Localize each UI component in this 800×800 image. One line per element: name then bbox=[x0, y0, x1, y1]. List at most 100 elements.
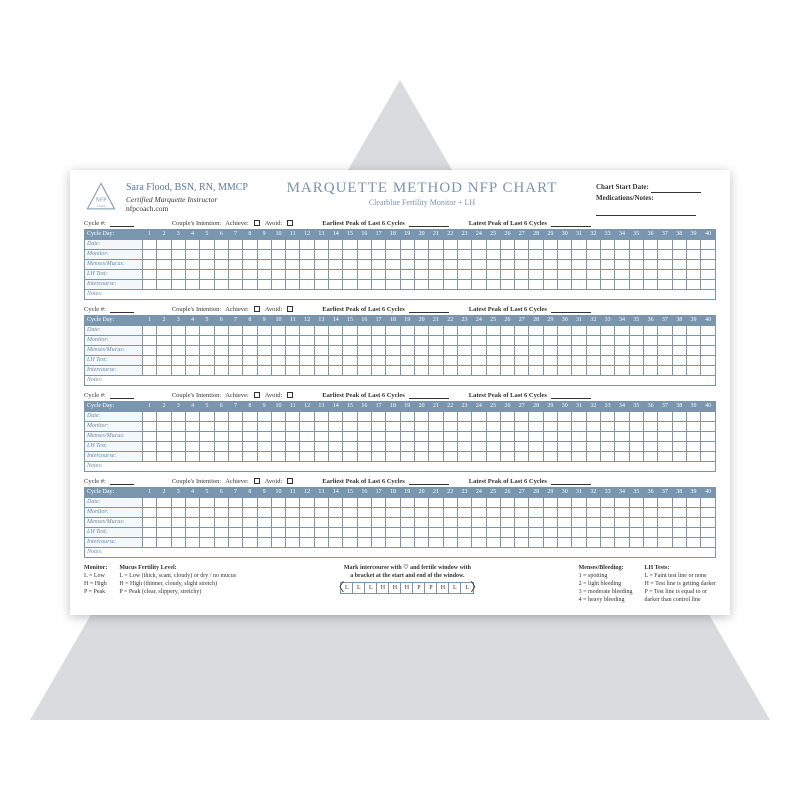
data-cell[interactable] bbox=[500, 537, 514, 547]
data-cell[interactable] bbox=[515, 365, 529, 375]
data-cell[interactable] bbox=[143, 259, 157, 269]
data-cell[interactable] bbox=[500, 365, 514, 375]
data-cell[interactable] bbox=[472, 345, 486, 355]
data-cell[interactable] bbox=[343, 239, 357, 249]
data-cell[interactable] bbox=[257, 431, 271, 441]
data-cell[interactable] bbox=[171, 249, 185, 259]
data-cell[interactable] bbox=[572, 537, 586, 547]
data-cell[interactable] bbox=[443, 527, 457, 537]
earliest-peak-field[interactable] bbox=[409, 478, 449, 485]
data-cell[interactable] bbox=[228, 269, 242, 279]
data-cell[interactable] bbox=[257, 345, 271, 355]
data-cell[interactable] bbox=[300, 441, 314, 451]
data-cell[interactable] bbox=[329, 527, 343, 537]
data-cell[interactable] bbox=[586, 259, 600, 269]
data-cell[interactable] bbox=[357, 335, 371, 345]
data-cell[interactable] bbox=[414, 269, 428, 279]
data-cell[interactable] bbox=[500, 345, 514, 355]
data-cell[interactable] bbox=[529, 239, 543, 249]
data-cell[interactable] bbox=[300, 507, 314, 517]
data-cell[interactable] bbox=[286, 441, 300, 451]
data-cell[interactable] bbox=[257, 411, 271, 421]
data-cell[interactable] bbox=[343, 517, 357, 527]
data-cell[interactable] bbox=[701, 365, 716, 375]
data-cell[interactable] bbox=[443, 365, 457, 375]
data-cell[interactable] bbox=[185, 365, 199, 375]
data-cell[interactable] bbox=[686, 239, 700, 249]
data-cell[interactable] bbox=[601, 431, 615, 441]
data-cell[interactable] bbox=[429, 345, 443, 355]
data-cell[interactable] bbox=[386, 249, 400, 259]
data-cell[interactable] bbox=[414, 431, 428, 441]
data-cell[interactable] bbox=[243, 527, 257, 537]
data-cell[interactable] bbox=[157, 365, 171, 375]
data-cell[interactable] bbox=[672, 279, 686, 289]
data-cell[interactable] bbox=[271, 279, 285, 289]
data-cell[interactable] bbox=[257, 527, 271, 537]
data-cell[interactable] bbox=[185, 279, 199, 289]
data-cell[interactable] bbox=[286, 239, 300, 249]
data-cell[interactable] bbox=[443, 355, 457, 365]
data-cell[interactable] bbox=[543, 441, 557, 451]
data-cell[interactable] bbox=[400, 259, 414, 269]
data-cell[interactable] bbox=[314, 259, 328, 269]
data-cell[interactable] bbox=[529, 497, 543, 507]
data-cell[interactable] bbox=[658, 431, 672, 441]
data-cell[interactable] bbox=[243, 279, 257, 289]
data-cell[interactable] bbox=[658, 239, 672, 249]
data-cell[interactable] bbox=[629, 537, 643, 547]
data-cell[interactable] bbox=[372, 325, 386, 335]
data-cell[interactable] bbox=[429, 355, 443, 365]
data-cell[interactable] bbox=[543, 269, 557, 279]
data-cell[interactable] bbox=[615, 335, 629, 345]
data-cell[interactable] bbox=[429, 507, 443, 517]
data-cell[interactable] bbox=[686, 451, 700, 461]
data-cell[interactable] bbox=[586, 365, 600, 375]
data-cell[interactable] bbox=[457, 345, 471, 355]
data-cell[interactable] bbox=[414, 325, 428, 335]
data-cell[interactable] bbox=[228, 507, 242, 517]
data-cell[interactable] bbox=[329, 279, 343, 289]
data-cell[interactable] bbox=[185, 537, 199, 547]
data-cell[interactable] bbox=[572, 517, 586, 527]
data-cell[interactable] bbox=[615, 239, 629, 249]
data-cell[interactable] bbox=[486, 355, 500, 365]
data-cell[interactable] bbox=[300, 431, 314, 441]
data-cell[interactable] bbox=[357, 279, 371, 289]
data-cell[interactable] bbox=[143, 497, 157, 507]
data-cell[interactable] bbox=[214, 527, 228, 537]
data-cell[interactable] bbox=[672, 421, 686, 431]
data-cell[interactable] bbox=[300, 517, 314, 527]
data-cell[interactable] bbox=[143, 431, 157, 441]
data-cell[interactable] bbox=[672, 527, 686, 537]
data-cell[interactable] bbox=[629, 279, 643, 289]
data-cell[interactable] bbox=[515, 325, 529, 335]
data-cell[interactable] bbox=[443, 431, 457, 441]
data-cell[interactable] bbox=[286, 259, 300, 269]
data-cell[interactable] bbox=[157, 259, 171, 269]
data-cell[interactable] bbox=[214, 279, 228, 289]
data-cell[interactable] bbox=[386, 431, 400, 441]
data-cell[interactable] bbox=[686, 507, 700, 517]
data-cell[interactable] bbox=[701, 411, 716, 421]
notes-row[interactable]: Notes: bbox=[85, 289, 716, 299]
data-cell[interactable] bbox=[271, 497, 285, 507]
data-cell[interactable] bbox=[143, 507, 157, 517]
data-cell[interactable] bbox=[486, 249, 500, 259]
data-cell[interactable] bbox=[171, 451, 185, 461]
latest-peak-field[interactable] bbox=[551, 306, 591, 313]
data-cell[interactable] bbox=[343, 279, 357, 289]
data-cell[interactable] bbox=[672, 259, 686, 269]
data-cell[interactable] bbox=[572, 411, 586, 421]
data-cell[interactable] bbox=[457, 239, 471, 249]
data-cell[interactable] bbox=[228, 421, 242, 431]
data-cell[interactable] bbox=[343, 365, 357, 375]
data-cell[interactable] bbox=[171, 279, 185, 289]
data-cell[interactable] bbox=[200, 517, 214, 527]
data-cell[interactable] bbox=[171, 431, 185, 441]
data-cell[interactable] bbox=[457, 431, 471, 441]
data-cell[interactable] bbox=[228, 537, 242, 547]
data-cell[interactable] bbox=[400, 451, 414, 461]
data-cell[interactable] bbox=[329, 269, 343, 279]
data-cell[interactable] bbox=[257, 325, 271, 335]
